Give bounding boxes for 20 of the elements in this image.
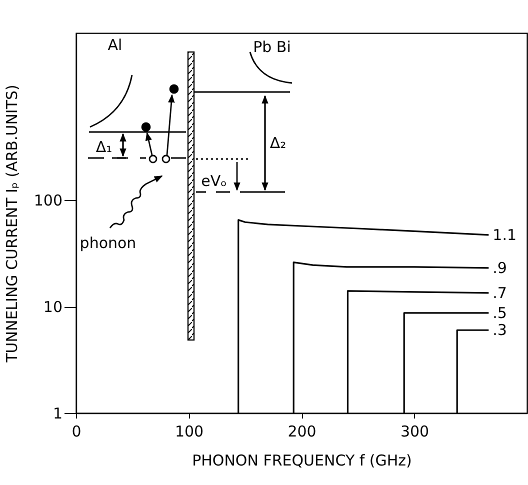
series-label: 1.1 bbox=[492, 226, 517, 244]
annotation: phonon bbox=[80, 234, 136, 252]
y-tick-label: 1 bbox=[52, 404, 62, 422]
x-axis-title: PHONON FREQUENCY f (GHz) bbox=[192, 452, 412, 470]
x-tick-label: 100 bbox=[174, 422, 204, 440]
y-tick-label: 100 bbox=[34, 192, 62, 210]
x-tick-label: 200 bbox=[288, 422, 316, 440]
annotation: Δ₂ bbox=[270, 134, 286, 152]
y-tick-label: 10 bbox=[43, 298, 62, 316]
series-label: .9 bbox=[492, 258, 507, 277]
series-label: .7 bbox=[492, 284, 507, 302]
annotation: eVₒ bbox=[201, 172, 227, 190]
annotation: Al bbox=[108, 36, 122, 54]
series-label: .5 bbox=[492, 304, 507, 322]
series-label: .3 bbox=[492, 321, 507, 340]
y-axis-title: TUNNELING CURRENT Iₚ (ARB.UNITS) bbox=[2, 84, 21, 364]
annotation: Pb Bi bbox=[253, 38, 291, 56]
x-tick-label: 0 bbox=[72, 422, 82, 440]
annotation: Δ₁ bbox=[96, 138, 112, 156]
x-tick-label: 300 bbox=[400, 422, 430, 440]
